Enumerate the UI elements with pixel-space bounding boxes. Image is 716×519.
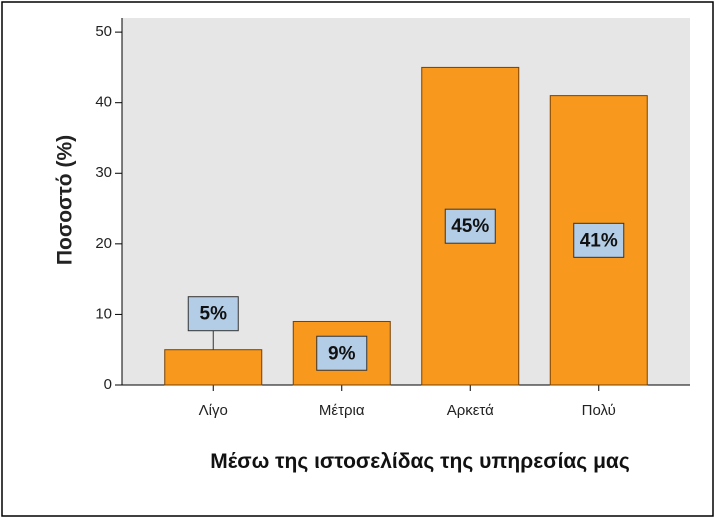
value-label-box	[316, 335, 368, 371]
y-tick-label: 20	[95, 235, 112, 252]
x-tick-label: Αρκετά	[447, 402, 494, 419]
value-label: 9%	[328, 343, 356, 364]
y-tick-label: 0	[104, 376, 112, 393]
bar	[164, 349, 263, 386]
y-tick-label: 10	[95, 305, 112, 322]
value-label: 41%	[580, 230, 618, 251]
y-tick-label: 30	[95, 164, 112, 181]
y-tick-label: 40	[95, 94, 112, 111]
value-label: 5%	[200, 304, 228, 325]
value-label-box	[187, 296, 239, 332]
value-label-box	[573, 222, 625, 258]
x-tick-label: Πολύ	[582, 402, 616, 419]
x-axis-title: Μέσω της ιστοσελίδας της υπηρεσίας μας	[210, 450, 630, 473]
value-label-box	[444, 208, 496, 244]
y-tick-label: 50	[95, 23, 112, 40]
x-tick-label: Λίγο	[199, 402, 228, 419]
value-label: 45%	[451, 216, 489, 237]
y-axis-title: Ποσοστό (%)	[54, 135, 77, 265]
x-tick-label: Μέτρια	[319, 402, 365, 419]
